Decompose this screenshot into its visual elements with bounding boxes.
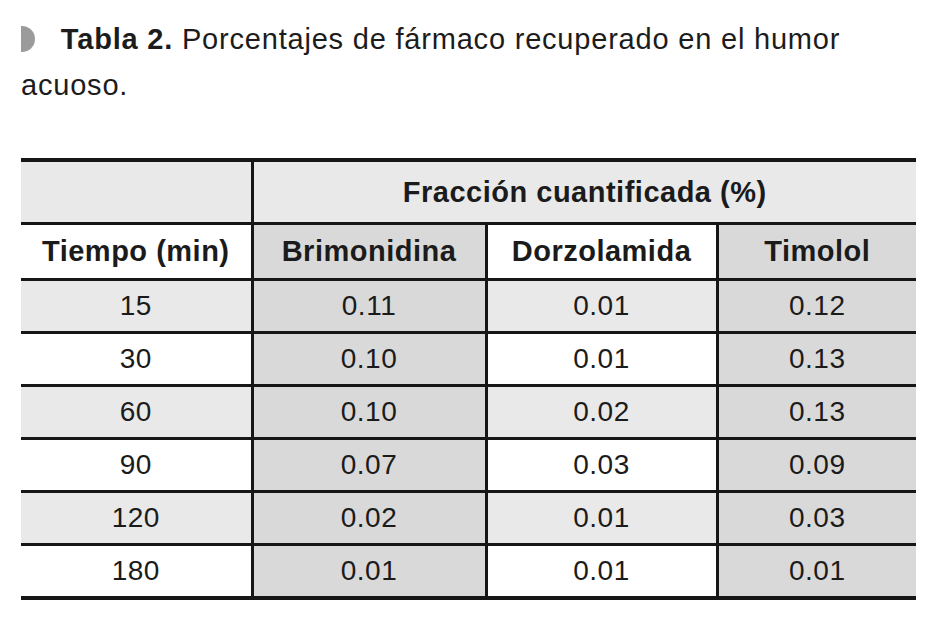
group-header-cell: Fracción cuantificada (%) bbox=[252, 162, 916, 224]
dorzolamida-value-cell: 0.01 bbox=[486, 280, 717, 333]
brimonidina-value-cell: 0.07 bbox=[252, 439, 486, 492]
dorzolamida-value-cell: 0.01 bbox=[486, 545, 717, 597]
column-header-row: Tiempo (min) Brimonidina Dorzolamida Tim… bbox=[21, 224, 916, 280]
timolol-value-cell: 0.09 bbox=[717, 439, 916, 492]
drug-recovery-table-wrapper: Fracción cuantificada (%) Tiempo (min) B… bbox=[21, 158, 916, 600]
time-cell: 15 bbox=[21, 280, 252, 333]
dorzolamida-value-cell: 0.01 bbox=[486, 492, 717, 545]
time-cell: 180 bbox=[21, 545, 252, 597]
empty-header-cell bbox=[21, 162, 252, 224]
group-header-row: Fracción cuantificada (%) bbox=[21, 162, 916, 224]
col-header-tiempo: Tiempo (min) bbox=[21, 224, 252, 280]
time-cell: 30 bbox=[21, 333, 252, 386]
timolol-value-cell: 0.03 bbox=[717, 492, 916, 545]
col-header-timolol: Timolol bbox=[717, 224, 916, 280]
brimonidina-value-cell: 0.11 bbox=[252, 280, 486, 333]
table-row: 120 0.02 0.01 0.03 bbox=[21, 492, 916, 545]
table-row: 180 0.01 0.01 0.01 bbox=[21, 545, 916, 597]
time-cell: 120 bbox=[21, 492, 252, 545]
brimonidina-value-cell: 0.02 bbox=[252, 492, 486, 545]
drug-recovery-table: Fracción cuantificada (%) Tiempo (min) B… bbox=[21, 162, 916, 596]
timolol-value-cell: 0.13 bbox=[717, 386, 916, 439]
dorzolamida-value-cell: 0.01 bbox=[486, 333, 717, 386]
time-cell: 90 bbox=[21, 439, 252, 492]
table-caption: Tabla 2. Porcentajes de fármaco recupera… bbox=[21, 16, 933, 108]
table-row: 90 0.07 0.03 0.09 bbox=[21, 439, 916, 492]
table-row: 30 0.10 0.01 0.13 bbox=[21, 333, 916, 386]
brimonidina-value-cell: 0.10 bbox=[252, 333, 486, 386]
brimonidina-value-cell: 0.01 bbox=[252, 545, 486, 597]
table-row: 60 0.10 0.02 0.13 bbox=[21, 386, 916, 439]
col-header-dorzolamida: Dorzolamida bbox=[486, 224, 717, 280]
dorzolamida-value-cell: 0.02 bbox=[486, 386, 717, 439]
caption-marker-icon bbox=[21, 26, 35, 52]
timolol-value-cell: 0.13 bbox=[717, 333, 916, 386]
time-cell: 60 bbox=[21, 386, 252, 439]
dorzolamida-value-cell: 0.03 bbox=[486, 439, 717, 492]
caption-label: Tabla 2. bbox=[61, 23, 173, 55]
col-header-brimonidina: Brimonidina bbox=[252, 224, 486, 280]
brimonidina-value-cell: 0.10 bbox=[252, 386, 486, 439]
timolol-value-cell: 0.01 bbox=[717, 545, 916, 597]
document-page: Tabla 2. Porcentajes de fármaco recupera… bbox=[0, 0, 941, 620]
table-row: 15 0.11 0.01 0.12 bbox=[21, 280, 916, 333]
timolol-value-cell: 0.12 bbox=[717, 280, 916, 333]
